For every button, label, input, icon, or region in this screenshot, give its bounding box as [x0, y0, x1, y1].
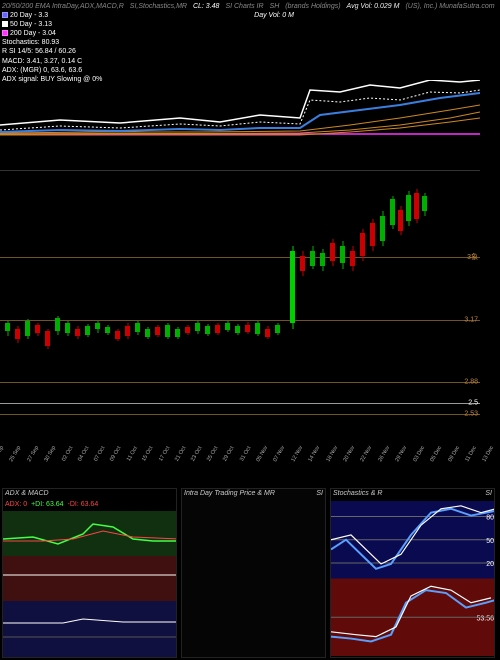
candle: [370, 111, 375, 381]
candle: [65, 111, 70, 381]
candle: [95, 111, 100, 381]
price-level-label: 2.5: [468, 400, 478, 407]
candle: [105, 111, 110, 381]
candlestick-chart: 3象3.172.882.52.53: [0, 170, 480, 440]
ema200-swatch: [2, 30, 8, 36]
stoch-right: SI: [485, 490, 492, 497]
header-stoch: Stochastics: 80.93: [2, 38, 498, 47]
candle: [320, 111, 325, 381]
candle: [422, 111, 427, 381]
candle: [390, 111, 395, 381]
candle: [245, 111, 250, 381]
candle: [15, 111, 20, 381]
candle: [35, 111, 40, 381]
intra-title: Intra Day Trading Price & MR: [184, 490, 275, 497]
header-macd: MACD: 3.41, 3.27, 0.14 C: [2, 57, 498, 66]
ema50-swatch: [2, 21, 8, 27]
header-ind2: SI,Stochastics,MR: [130, 2, 187, 11]
candle: [350, 111, 355, 381]
candle: [360, 111, 365, 381]
candle: [255, 111, 260, 381]
svg-text:50: 50: [486, 538, 494, 545]
header-site: (US), Inc.) MunafaSutra.com: [405, 2, 494, 11]
candle: [414, 111, 419, 381]
candle: [155, 111, 160, 381]
header-adx: ADX: (MGR) 0, 63.6, 63.6: [2, 66, 498, 75]
candle: [300, 111, 305, 381]
candle: [55, 111, 60, 381]
stochastics-panel: Stochastics & R SI 80 50 20 53.56: [330, 488, 495, 658]
svg-text:53.56: 53.56: [476, 615, 494, 622]
candle: [135, 111, 140, 381]
candle: [225, 111, 230, 381]
candle: [290, 111, 295, 381]
header-indicators: 20/50/200 EMA IntraDay,ADX,MACD,R: [2, 2, 124, 11]
candle: [115, 111, 120, 381]
header-sh: SH: [270, 2, 280, 11]
intra-right: SI: [316, 490, 323, 497]
candle: [75, 111, 80, 381]
ema50-label: 50 Day - 3.13: [10, 21, 52, 28]
ema20-label: 20 Day - 3.3: [10, 12, 48, 19]
candle: [398, 111, 403, 381]
header-brand: (brands Holdings): [285, 2, 340, 11]
candle: [185, 111, 190, 381]
candle: [406, 111, 411, 381]
header-charts: SI Charts IR: [225, 2, 263, 11]
header-dayvol: Day Vol: 0 M: [254, 11, 294, 20]
candle: [85, 111, 90, 381]
ema200-label: 200 Day - 3.04: [10, 30, 56, 37]
candle: [165, 111, 170, 381]
candle: [45, 111, 50, 381]
candle: [380, 111, 385, 381]
adx-macd-panel: ADX & MACD ADX: 0 +DI: 63.64 -DI: 63.64: [2, 488, 177, 658]
adx-legend: ADX: 0 +DI: 63.64 -DI: 63.64: [5, 501, 98, 508]
candle: [175, 111, 180, 381]
candle: [235, 111, 240, 381]
date-axis: 23 Sep25 Sep27 Sep30 Sep02 Oct04 Oct07 O…: [0, 445, 480, 475]
header-avgvol: Avg Vol: 0.029 M: [347, 2, 400, 11]
candle: [125, 111, 130, 381]
ema20-swatch: [2, 12, 8, 18]
candle: [275, 111, 280, 381]
candle: [265, 111, 270, 381]
header-close: CL: 3.48: [193, 2, 219, 11]
candle: [310, 111, 315, 381]
candle: [215, 111, 220, 381]
candle: [5, 111, 10, 381]
chart-header: 20/50/200 EMA IntraDay,ADX,MACD,R SI,Sto…: [2, 2, 498, 84]
candle: [330, 111, 335, 381]
svg-text:80: 80: [486, 515, 494, 522]
candle: [205, 111, 210, 381]
stoch-title: Stochastics & R: [333, 490, 382, 497]
candle: [25, 111, 30, 381]
adx-title: ADX & MACD: [5, 490, 49, 497]
candle: [145, 111, 150, 381]
header-rsi: R SI 14/5: 56.84 / 60.26: [2, 47, 498, 56]
svg-text:20: 20: [486, 561, 494, 568]
candle: [340, 111, 345, 381]
price-level-label: 2.53: [464, 411, 478, 418]
candle: [195, 111, 200, 381]
indicator-panels: ADX & MACD ADX: 0 +DI: 63.64 -DI: 63.64 …: [2, 488, 495, 658]
intraday-panel: Intra Day Trading Price & MR SI: [181, 488, 326, 658]
